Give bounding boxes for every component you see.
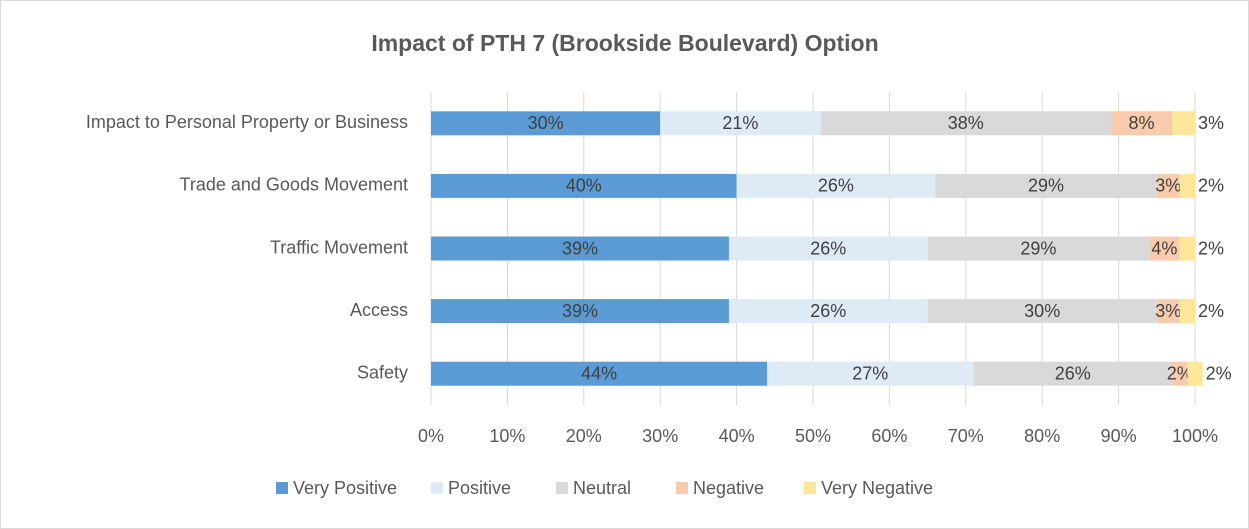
x-tick-label: 0% <box>418 426 444 446</box>
legend-swatch <box>676 482 688 494</box>
data-label: 30% <box>1024 301 1060 321</box>
bar-segment <box>728 236 928 261</box>
data-label: 2% <box>1198 176 1224 196</box>
x-tick-label: 60% <box>871 426 907 446</box>
data-label: 2% <box>1167 363 1193 383</box>
bar-segment <box>1156 173 1180 198</box>
chart-title: Impact of PTH 7 (Brookside Boulevard) Op… <box>371 30 878 56</box>
bar-segment <box>1179 299 1195 324</box>
data-label: 3% <box>1198 113 1224 133</box>
data-label: 44% <box>581 363 617 383</box>
bar-segment <box>1172 361 1188 386</box>
data-label: 29% <box>1028 176 1064 196</box>
y-tick-label: Access <box>350 300 408 320</box>
y-tick-label: Traffic Movement <box>270 237 408 257</box>
legend-label: Very Negative <box>821 478 933 498</box>
bar-segment <box>728 299 928 324</box>
bar-segment <box>767 361 974 386</box>
x-tick-label: 100% <box>1172 426 1218 446</box>
x-tick-label: 80% <box>1024 426 1060 446</box>
data-label: 21% <box>722 113 758 133</box>
bar-segment <box>1156 299 1180 324</box>
bar-segment <box>973 361 1173 386</box>
data-label: 39% <box>562 301 598 321</box>
x-tick-label: 20% <box>566 426 602 446</box>
legend-label: Negative <box>693 478 764 498</box>
bar-segment <box>1149 236 1180 261</box>
legend-label: Neutral <box>573 478 631 498</box>
legend-label: Very Positive <box>293 478 397 498</box>
data-label: 39% <box>562 238 598 258</box>
bar-segment <box>1110 111 1173 136</box>
data-label: 26% <box>1055 363 1091 383</box>
bar-segment <box>927 299 1157 324</box>
bar-segment <box>431 173 737 198</box>
data-label: 2% <box>1206 363 1232 383</box>
bar-segment <box>431 299 729 324</box>
bar-segment <box>1179 173 1195 198</box>
bar-segment <box>736 173 936 198</box>
x-tick-label: 50% <box>795 426 831 446</box>
data-label: 4% <box>1151 238 1177 258</box>
x-tick-label: 70% <box>948 426 984 446</box>
x-tick-label: 10% <box>489 426 525 446</box>
data-label: 38% <box>948 113 984 133</box>
data-label: 26% <box>818 176 854 196</box>
bar-segment <box>431 361 768 386</box>
bar-segment <box>431 111 661 136</box>
bar-segment <box>1187 361 1203 386</box>
data-label: 3% <box>1155 176 1181 196</box>
x-tick-label: 90% <box>1101 426 1137 446</box>
bar-segment <box>820 111 1111 136</box>
bar-segment <box>1179 236 1195 261</box>
data-label: 29% <box>1020 238 1056 258</box>
legend-swatch <box>276 482 288 494</box>
legend-label: Positive <box>448 478 511 498</box>
data-label: 8% <box>1129 113 1155 133</box>
x-tick-label: 30% <box>642 426 678 446</box>
bar-segment <box>431 236 729 261</box>
x-tick-label: 40% <box>719 426 755 446</box>
y-tick-label: Impact to Personal Property or Business <box>86 112 408 132</box>
data-label: 40% <box>566 176 602 196</box>
data-label: 27% <box>852 363 888 383</box>
data-label: 2% <box>1198 238 1224 258</box>
legend-swatch <box>431 482 443 494</box>
legend-swatch <box>804 482 816 494</box>
data-label: 30% <box>528 113 564 133</box>
bar-segment <box>927 236 1150 261</box>
data-label: 26% <box>810 301 846 321</box>
bar-segment <box>1172 111 1195 136</box>
bar-segment <box>660 111 821 136</box>
bar-segment <box>935 173 1157 198</box>
data-label: 3% <box>1155 301 1181 321</box>
y-tick-label: Safety <box>357 362 408 382</box>
y-tick-label: Trade and Goods Movement <box>180 175 408 195</box>
legend-swatch <box>556 482 568 494</box>
data-label: 26% <box>810 238 846 258</box>
data-label: 2% <box>1198 301 1224 321</box>
